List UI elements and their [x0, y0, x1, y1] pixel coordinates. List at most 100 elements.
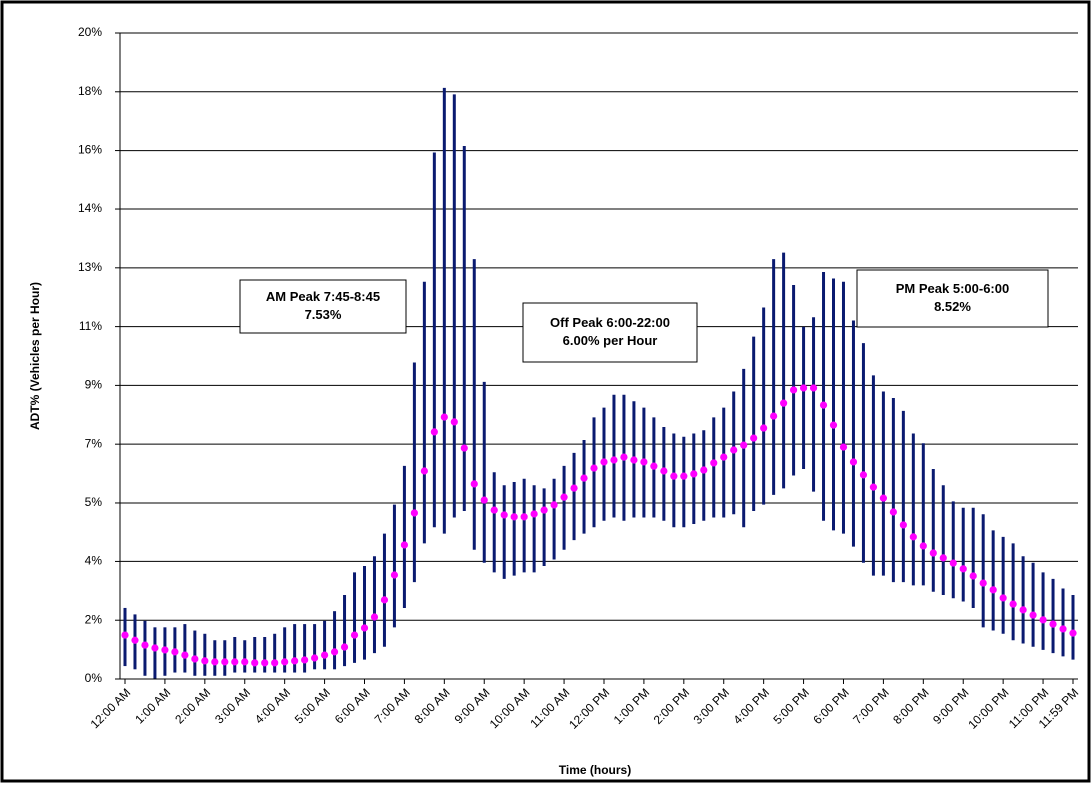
annotation-box — [239, 279, 407, 334]
data-point — [311, 654, 319, 662]
data-point — [570, 484, 578, 492]
y-tick-label: 9% — [85, 378, 103, 392]
y-tick-label: 2% — [85, 612, 103, 626]
data-point — [1069, 629, 1077, 637]
data-point — [969, 572, 977, 580]
data-point — [630, 456, 638, 464]
data-point — [660, 467, 668, 475]
data-point — [241, 658, 249, 666]
data-point — [979, 579, 987, 587]
data-point — [550, 501, 558, 509]
data-point — [301, 656, 309, 664]
data-point — [470, 480, 478, 488]
data-point — [500, 511, 508, 519]
data-point — [430, 428, 438, 436]
data-point — [909, 533, 917, 541]
data-point — [730, 446, 738, 454]
data-point — [360, 624, 369, 632]
data-point — [690, 470, 698, 478]
data-point — [650, 462, 658, 470]
y-tick-label: 13% — [78, 260, 102, 274]
data-point — [819, 401, 828, 409]
data-point — [261, 659, 269, 667]
annotation-text: Off Peak 6:00-22:00 — [550, 315, 670, 330]
y-tick-label: 7% — [85, 436, 103, 450]
data-point — [989, 586, 997, 594]
data-point — [839, 443, 848, 451]
data-point — [370, 613, 379, 621]
data-point — [221, 658, 229, 666]
annotation-text: 6.00% per Hour — [563, 333, 658, 348]
y-tick-label: 0% — [85, 671, 103, 685]
y-tick-label: 14% — [78, 201, 102, 215]
data-point — [889, 508, 897, 516]
x-axis-title: Time (hours) — [559, 763, 631, 777]
data-point — [999, 594, 1007, 602]
data-point — [251, 659, 259, 667]
data-point — [1039, 616, 1047, 624]
data-point — [740, 441, 748, 449]
data-point — [949, 559, 957, 567]
y-tick-label: 18% — [78, 84, 102, 98]
data-point — [171, 648, 179, 656]
data-point — [390, 571, 399, 579]
data-point — [281, 658, 289, 666]
data-point — [540, 506, 548, 514]
data-point — [490, 506, 498, 514]
data-point — [181, 651, 189, 659]
data-point — [151, 644, 159, 652]
data-point — [410, 509, 418, 517]
data-point — [1009, 600, 1017, 608]
annotation-text: 7.53% — [305, 307, 342, 322]
data-point — [1019, 606, 1027, 614]
data-point — [440, 413, 448, 421]
data-point — [809, 384, 818, 392]
data-point — [849, 458, 858, 466]
data-point — [929, 549, 937, 557]
data-point — [530, 510, 538, 518]
y-axis-title: ADT% (Vehicles per Hour) — [28, 282, 42, 430]
data-point — [340, 643, 349, 651]
data-point — [291, 657, 299, 665]
annotation-box — [856, 269, 1049, 328]
data-point — [320, 651, 329, 659]
data-point — [231, 658, 239, 666]
data-point — [480, 496, 488, 504]
data-point — [1049, 620, 1057, 628]
data-point — [590, 464, 598, 472]
annotation-box — [522, 302, 698, 363]
data-point — [450, 418, 458, 426]
data-point — [420, 467, 428, 475]
data-point — [600, 458, 608, 466]
data-point — [700, 466, 708, 474]
annotation-text: 8.52% — [934, 299, 971, 314]
data-point — [1029, 611, 1037, 619]
y-tick-label: 16% — [78, 143, 102, 157]
data-point — [720, 453, 728, 461]
data-point — [899, 521, 907, 529]
data-point — [191, 655, 199, 663]
data-point — [350, 631, 359, 639]
data-point — [141, 641, 149, 649]
data-point — [799, 384, 808, 392]
data-point — [510, 513, 518, 521]
data-point — [829, 421, 838, 429]
y-tick-label: 11% — [79, 319, 102, 333]
data-point — [959, 565, 967, 573]
data-point — [640, 458, 648, 466]
data-point — [560, 493, 568, 501]
data-point — [460, 444, 468, 452]
data-point — [670, 472, 678, 480]
y-tick-label: 4% — [85, 554, 103, 568]
data-point — [580, 474, 588, 482]
data-point — [919, 542, 927, 550]
data-point — [211, 658, 219, 666]
data-point — [271, 659, 279, 667]
data-point — [201, 657, 209, 665]
data-point — [770, 412, 778, 420]
data-point — [710, 459, 718, 467]
data-point — [869, 483, 878, 491]
data-point — [939, 554, 947, 562]
